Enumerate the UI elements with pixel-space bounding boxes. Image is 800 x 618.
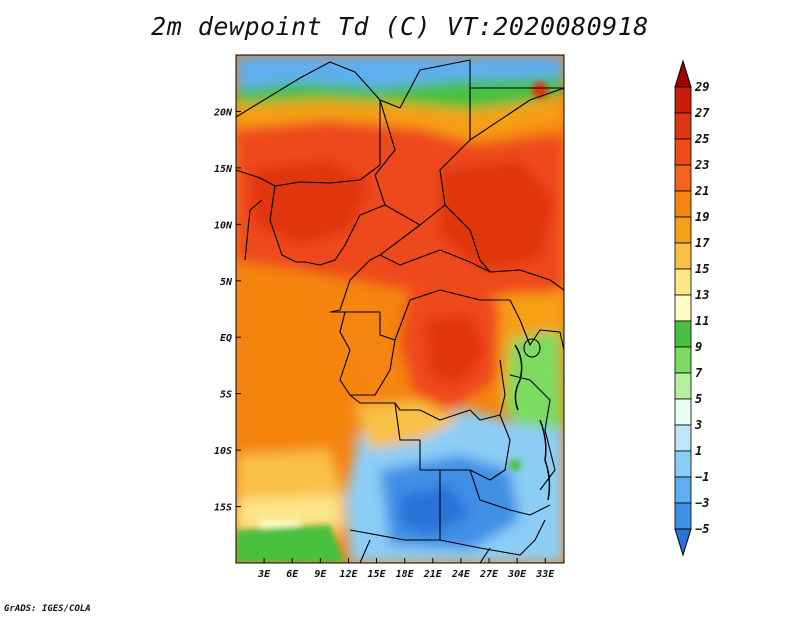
- y-tick-label: 10S: [214, 446, 232, 457]
- colorbar-cell: [674, 164, 692, 192]
- border-17: [440, 414, 511, 481]
- credit-label: GrADS: IGES/COLA: [4, 604, 91, 614]
- y-tick-label: 5N: [220, 277, 233, 288]
- colorbar-label: 7: [695, 366, 703, 380]
- x-tick-label: 27E: [479, 569, 499, 580]
- field-sw-green: [236, 525, 345, 563]
- colorbar-label: 29: [694, 80, 709, 94]
- colorbar-cell: [674, 502, 692, 530]
- y-tick-label: 5S: [220, 390, 232, 401]
- border-5: [269, 185, 305, 263]
- x-tick-label: 30E: [507, 569, 527, 580]
- colorbar-cell: [674, 372, 692, 400]
- y-tick-label: 10N: [214, 220, 233, 231]
- country-borders: [236, 59, 564, 563]
- colorbar-cell: [674, 528, 692, 557]
- colorbar-cell: [674, 450, 692, 478]
- border-18: [469, 469, 551, 516]
- field-gulf: [236, 262, 355, 470]
- x-tick-label: 9E: [314, 569, 327, 580]
- colorbar-label: 9: [695, 340, 702, 354]
- border-4: [304, 99, 396, 266]
- colorbar-label: 27: [694, 106, 710, 120]
- x-tick-label: 24E: [451, 569, 471, 580]
- colorbar-cell: [674, 424, 692, 452]
- colorbar-label: 17: [695, 236, 710, 250]
- colorbar-cell: [674, 398, 692, 426]
- field-core-west: [250, 160, 370, 245]
- x-tick-label: 6E: [286, 569, 299, 580]
- field-speck-2: [509, 459, 521, 471]
- colorbar-label: 19: [695, 210, 709, 224]
- border-14: [509, 299, 564, 351]
- x-tick-label: 21E: [423, 569, 443, 580]
- field-north-yellow: [236, 100, 564, 140]
- field-transition-yellow: [355, 400, 460, 450]
- map-area: [236, 55, 564, 563]
- border-19: [439, 519, 546, 556]
- colorbar: 29 27 25 23 21 19 17 15 13 11 9 7 5 3 1 −1 −3 −5: [674, 59, 710, 557]
- lake-1: [514, 344, 523, 411]
- colorbar-cell: [674, 268, 692, 296]
- border-1: [236, 61, 401, 118]
- colorbar-cell: [674, 242, 692, 270]
- border-20: [359, 539, 491, 563]
- y-tick-label: 15S: [214, 503, 232, 514]
- border-9: [329, 224, 421, 313]
- colorbar-cell: [674, 59, 692, 88]
- y-tick-label: EQ: [220, 333, 232, 344]
- colorbar-label: 3: [694, 418, 702, 432]
- border-11: [330, 289, 510, 341]
- x-tick-label: 3E: [257, 569, 271, 580]
- border-13: [349, 394, 441, 541]
- border-21: [469, 87, 564, 140]
- field-core-east: [440, 160, 555, 270]
- colorbar-cell: [674, 476, 692, 504]
- x-tick-label: 18E: [396, 569, 415, 580]
- colorbar-label: 23: [694, 158, 709, 172]
- border-6: [244, 199, 263, 261]
- colorbar-label: −3: [695, 496, 709, 510]
- colorbar-label: 11: [695, 314, 709, 328]
- lake-3: [523, 338, 541, 358]
- colorbar-label: −5: [695, 522, 709, 536]
- border-3: [236, 100, 381, 187]
- axes: 3E 6E 9E 12E 15E 18E 21E 24E 27E 30E 33E 20N 15N 10N 5…: [213, 107, 555, 580]
- colorbar-label: 25: [694, 132, 709, 146]
- colorbar-cell: [674, 138, 692, 166]
- colorbar-label: 15: [695, 262, 709, 276]
- colorbar-cell: [674, 346, 692, 374]
- x-tick-label: 33E: [535, 569, 555, 580]
- border-12: [339, 311, 396, 396]
- colorbar-label: 13: [695, 288, 709, 302]
- y-tick-label: 15N: [214, 164, 233, 175]
- x-tick-label: 12E: [339, 569, 358, 580]
- chart-title: 2m dewpoint Td (C) VT:2020080918: [151, 12, 649, 41]
- border-10: [379, 249, 564, 291]
- colorbar-label: 1: [695, 444, 702, 458]
- colorbar-cell: [674, 190, 692, 218]
- border-8: [444, 204, 491, 273]
- colorbar-label: 21: [694, 184, 709, 198]
- border-15: [394, 359, 506, 421]
- colorbar-label: 5: [695, 392, 702, 406]
- x-tick-label: 15E: [368, 569, 387, 580]
- colorbar-cell: [674, 294, 692, 322]
- field-core-congo-2: [425, 315, 485, 385]
- colorbar-label: −1: [695, 470, 709, 484]
- border-16: [509, 374, 556, 491]
- y-tick-label: 20N: [213, 107, 233, 118]
- plot-frame: [235, 54, 565, 564]
- colorbar-cell: [674, 320, 692, 348]
- lake-2: [539, 419, 551, 501]
- field-south-cool-2: [400, 485, 470, 535]
- colorbar-cell: [674, 216, 692, 244]
- colorbar-cell: [674, 86, 692, 114]
- colorbar-cell: [674, 112, 692, 140]
- field-speck-3: [532, 82, 548, 98]
